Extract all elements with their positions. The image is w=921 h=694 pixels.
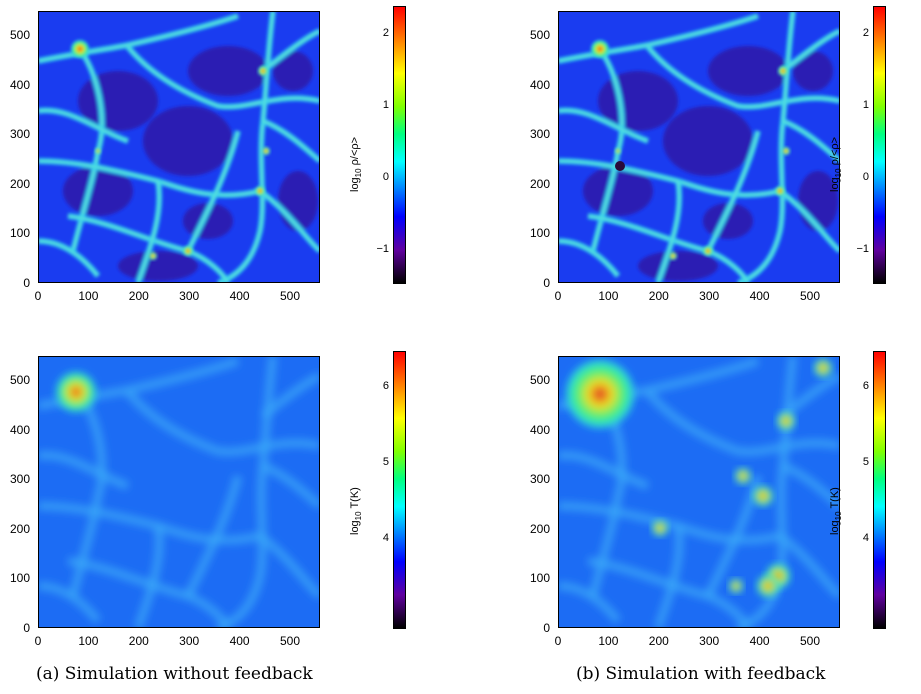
colorbar-tick-label: 0: [862, 171, 869, 183]
x-tick-label: 500: [279, 289, 301, 303]
panel-a-temperature: 500 400 300 200 100 0 0 100 200 300 400 500 6 5 4 log10…: [0, 345, 440, 648]
x-tick-label: 200: [128, 634, 149, 648]
x-tick-label: 0: [554, 634, 562, 648]
colorbar-tick-label: 2: [382, 27, 389, 39]
panel-b-density: 500 400 300 200 100 0 0 100 200 300 400 500 2 1 0 −1 log…: [520, 0, 920, 303]
y-tick-label: 200: [9, 176, 30, 191]
y-tick-label: 400: [529, 77, 550, 92]
colorbar-tick-label: 1: [862, 99, 869, 111]
colorbar-label: log10 ρ/<ρ>: [829, 136, 844, 192]
colorbar-tick-label: 5: [862, 456, 869, 468]
x-tick-label: 0: [34, 634, 42, 648]
colorbar-tick-label: 4: [382, 532, 389, 544]
colorbar-tick-label: 0: [382, 171, 389, 183]
x-tick-label: 0: [34, 289, 42, 303]
y-tick-label: 300: [9, 127, 30, 141]
y-tick-label: 500: [529, 28, 550, 42]
y-tick-label: 200: [9, 521, 30, 536]
y-tick-label: 0: [543, 275, 550, 290]
x-tick-label: 500: [279, 634, 301, 648]
x-tick-label: 300: [179, 634, 200, 648]
colorbar-tick-label: 6: [862, 380, 869, 392]
y-tick-label: 200: [529, 176, 550, 191]
density-map: [558, 11, 840, 283]
y-tick-label: 0: [23, 275, 30, 290]
colorbar-tick-label: −1: [856, 243, 869, 255]
x-tick-label: 100: [598, 289, 619, 303]
panel-a-density: 500 400 300 200 100 0 0 100 200 300 400 500 2 1 0 −1 log…: [0, 0, 440, 303]
y-tick-label: 500: [9, 373, 30, 387]
caption-b: (b) Simulation with feedback: [576, 664, 826, 684]
y-tick-label: 400: [529, 422, 550, 437]
y-tick-label: 300: [529, 472, 550, 486]
x-tick-label: 100: [78, 634, 99, 648]
colorbar: [393, 6, 406, 284]
y-tick-label: 500: [529, 373, 550, 387]
x-tick-label: 200: [648, 289, 669, 303]
y-tick-label: 0: [543, 620, 550, 635]
x-tick-label: 400: [229, 634, 250, 648]
colorbar-tick-label: 6: [382, 380, 389, 392]
x-tick-label: 400: [749, 289, 770, 303]
colorbar-tick-label: 4: [862, 532, 869, 544]
y-tick-label: 300: [9, 472, 30, 486]
temperature-map: [558, 356, 840, 628]
x-tick-label: 400: [229, 289, 250, 303]
density-map: [38, 11, 320, 283]
x-tick-label: 300: [179, 289, 200, 303]
y-tick-label: 400: [9, 422, 30, 437]
colorbar: [873, 6, 886, 284]
colorbar-label: log10 T(K): [829, 487, 844, 535]
x-tick-label: 200: [648, 634, 669, 648]
x-tick-label: 300: [699, 289, 720, 303]
y-tick-label: 100: [9, 571, 30, 585]
x-tick-label: 100: [78, 289, 99, 303]
x-tick-label: 100: [598, 634, 619, 648]
y-tick-label: 100: [9, 226, 30, 240]
y-tick-label: 100: [529, 226, 550, 240]
colorbar-label: log10 T(K): [349, 487, 364, 535]
x-tick-label: 500: [799, 289, 821, 303]
colorbar-tick-label: 5: [382, 456, 389, 468]
y-tick-label: 400: [9, 77, 30, 92]
y-tick-label: 100: [529, 571, 550, 585]
x-tick-label: 0: [554, 289, 562, 303]
colorbar: [873, 351, 886, 629]
y-tick-label: 300: [529, 127, 550, 141]
colorbar-label: log10 ρ/<ρ>: [349, 136, 364, 192]
y-tick-label: 200: [529, 521, 550, 536]
colorbar-tick-label: 1: [382, 99, 389, 111]
x-tick-label: 500: [799, 634, 821, 648]
y-tick-label: 0: [23, 620, 30, 635]
colorbar: [393, 351, 406, 629]
x-tick-label: 400: [749, 634, 770, 648]
x-tick-label: 300: [699, 634, 720, 648]
temperature-map: [38, 356, 320, 628]
x-tick-label: 200: [128, 289, 149, 303]
colorbar-tick-label: −1: [376, 243, 389, 255]
panel-b-temperature: 500 400 300 200 100 0 0 100 200 300 400 500 6 5 4 log10…: [520, 345, 920, 648]
y-tick-label: 500: [9, 28, 30, 42]
colorbar-tick-label: 2: [862, 27, 869, 39]
caption-a: (a) Simulation without feedback: [36, 664, 313, 684]
